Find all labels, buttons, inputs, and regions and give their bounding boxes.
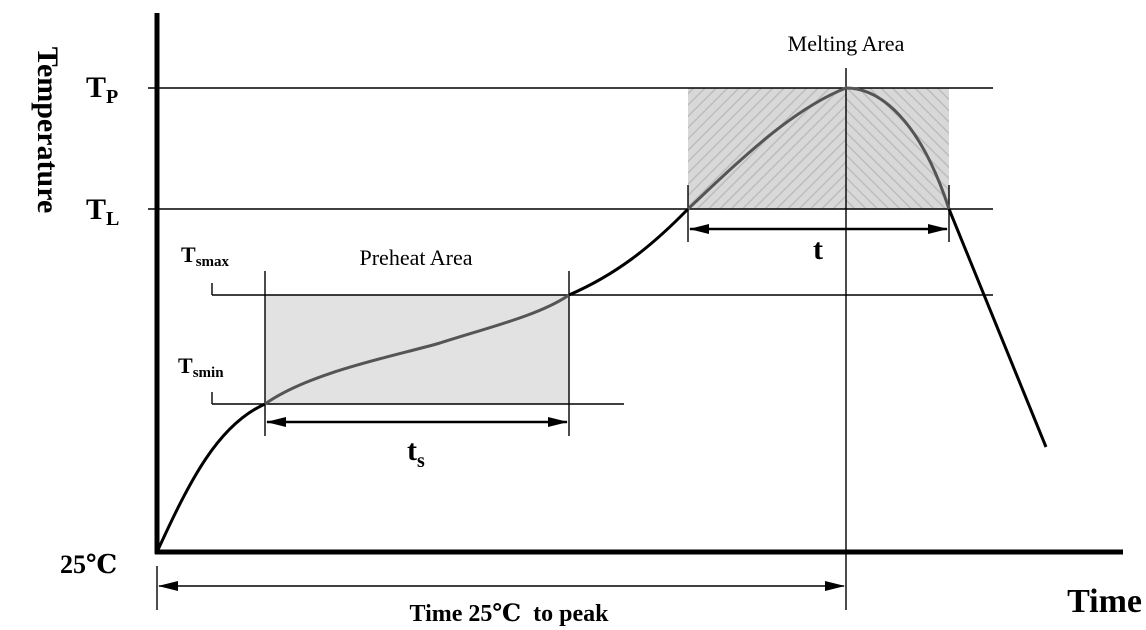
tl-label-main: T — [86, 193, 106, 226]
preheat-area-label: Preheat Area — [360, 245, 473, 270]
tsmin-label-sub: smin — [193, 365, 225, 381]
tsmin-label: Tsmin — [178, 353, 224, 381]
origin-temperature-label: 25℃ — [60, 550, 117, 579]
x-axis-title: Time — [1067, 583, 1142, 620]
melting-area-hatch-right — [846, 88, 949, 209]
tp-label-sub: P — [106, 86, 118, 108]
profile-curve-rise — [568, 207, 690, 297]
y-axis-title: Temperature — [31, 47, 64, 214]
t-label: t — [813, 233, 823, 266]
profile-curve-cooling — [947, 208, 1048, 448]
time-to-peak-label: Time 25℃ to peak — [410, 601, 610, 627]
tl-label: TL — [86, 193, 119, 230]
profile-curve-peak — [686, 86, 951, 211]
profile-curve-soak — [264, 293, 570, 406]
melting-area-label: Melting Area — [788, 31, 905, 56]
ts-label: ts — [407, 434, 425, 472]
profile-curve-ramp — [155, 402, 266, 553]
tl-label-sub: L — [106, 208, 119, 230]
ts-label-sub: s — [417, 450, 425, 472]
tsmin-label-main: T — [178, 353, 193, 378]
melting-area-hatch-left — [688, 88, 846, 209]
tp-label: TP — [86, 71, 118, 108]
tsmax-label-sub: smax — [196, 254, 230, 270]
tp-label-main: T — [86, 71, 106, 104]
tsmax-label-main: T — [181, 242, 196, 267]
ts-label-main: t — [407, 434, 417, 467]
tsmax-label: Tsmax — [181, 242, 230, 270]
